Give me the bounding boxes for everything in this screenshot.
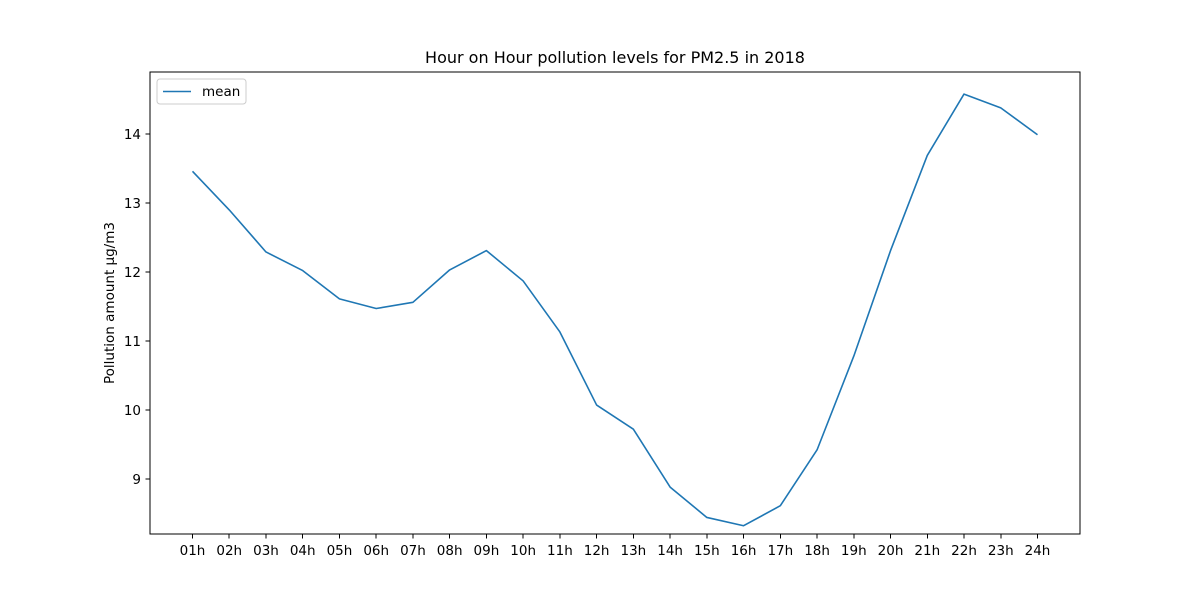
x-tick-label: 20h xyxy=(878,543,904,559)
x-tick-label: 13h xyxy=(621,543,647,559)
x-tick-label: 23h xyxy=(988,543,1014,559)
x-tick-label: 01h xyxy=(180,543,206,559)
legend-box xyxy=(156,78,247,105)
legend: mean xyxy=(156,78,247,105)
x-tick-label: 09h xyxy=(474,543,500,559)
x-tick-label: 14h xyxy=(657,543,683,559)
y-tick-label: 13 xyxy=(124,196,141,212)
y-tick-label: 10 xyxy=(124,403,141,419)
series-layer xyxy=(191,93,1038,527)
x-tick-label: 06h xyxy=(363,543,389,559)
x-tick-label: 07h xyxy=(400,543,426,559)
x-tick-label: 05h xyxy=(327,543,353,559)
x-tick-label: 18h xyxy=(804,543,830,559)
x-tick-label: 22h xyxy=(951,543,977,559)
x-tick-label: 24h xyxy=(1025,543,1051,559)
x-tick-label: 02h xyxy=(216,543,242,559)
y-tick-label: 12 xyxy=(124,265,141,281)
x-tick-label: 04h xyxy=(290,543,316,559)
y-tick-label: 14 xyxy=(124,127,141,143)
y-tick-label: 9 xyxy=(132,472,141,488)
series-line-mean xyxy=(191,93,1038,527)
x-tick-label: 08h xyxy=(437,543,463,559)
x-tick-label: 17h xyxy=(767,543,793,559)
x-tick-label: 11h xyxy=(547,543,573,559)
chart-title: Hour on Hour pollution levels for PM2.5 … xyxy=(425,48,805,67)
x-tick-label: 19h xyxy=(841,543,867,559)
x-tick-label: 03h xyxy=(253,543,279,559)
axis-ticks: 01h 02h 03h 04h 05h 06h 07h 08h 09h 10h 11h 12h 13h 1… xyxy=(124,127,1051,559)
x-tick-label: 10h xyxy=(510,543,536,559)
x-tick-label: 15h xyxy=(694,543,720,559)
y-tick-label: 11 xyxy=(124,334,141,350)
legend-label-mean: mean xyxy=(202,84,240,100)
x-tick-label: 21h xyxy=(914,543,940,559)
x-tick-label: 12h xyxy=(584,543,610,559)
y-axis-label: Pollution amount µg/m3 xyxy=(102,222,118,384)
plot-frame xyxy=(149,71,1081,535)
x-tick-label: 16h xyxy=(731,543,757,559)
